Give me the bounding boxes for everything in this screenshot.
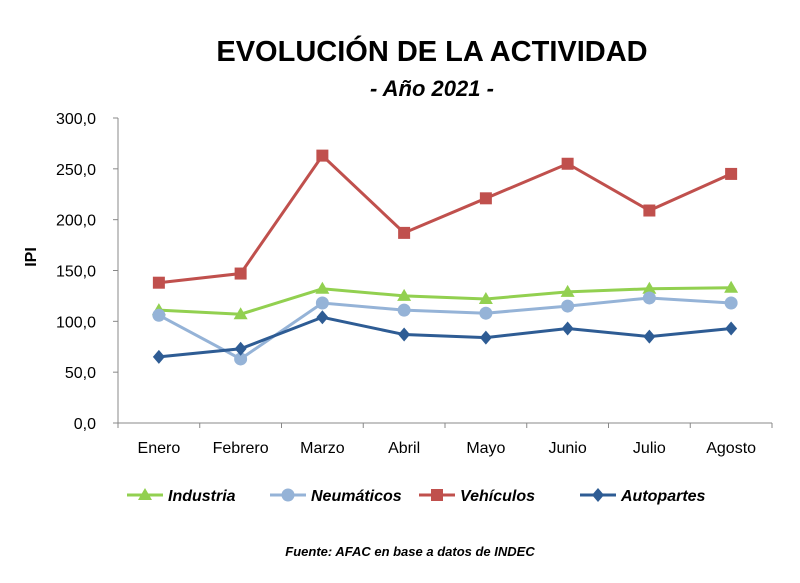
series-line-industria <box>158 286 732 316</box>
legend-item-autopartes: Autopartes <box>580 488 706 505</box>
y-tick-label: 150,0 <box>56 264 96 281</box>
data-point-vehiculos <box>316 149 329 162</box>
data-point-neumaticos <box>152 308 166 322</box>
data-point-autopartes <box>725 321 738 336</box>
data-point-industria <box>397 288 412 301</box>
data-point-vehiculos <box>479 192 492 205</box>
x-tick-label: Marzo <box>300 440 345 457</box>
data-point-neumaticos <box>561 299 575 313</box>
y-axis-label: IPI <box>23 247 40 267</box>
data-point-vehiculos <box>643 204 656 217</box>
source-note: Fuente: AFAC en base a datos de INDEC <box>285 544 535 559</box>
series-vehiculos <box>152 149 738 289</box>
series-autopartes <box>152 310 738 364</box>
x-tick-label: Junio <box>549 440 587 457</box>
y-tick-label: 100,0 <box>56 314 96 331</box>
y-tick-label: 300,0 <box>56 111 96 128</box>
data-point-neumaticos <box>642 291 656 305</box>
x-tick-label: Febrero <box>213 440 269 457</box>
series-neumaticos <box>152 291 738 366</box>
legend-label: Autopartes <box>620 488 706 505</box>
data-point-autopartes <box>152 349 165 364</box>
data-point-autopartes <box>398 327 411 342</box>
legend-marker <box>592 488 604 502</box>
data-point-industria <box>233 307 248 320</box>
legend-item-vehiculos: Vehículos <box>419 488 535 505</box>
chart-subtitle: - Año 2021 - <box>370 76 494 101</box>
series-line-autopartes <box>158 315 732 359</box>
legend-label: Industria <box>168 488 236 505</box>
y-tick-label: 50,0 <box>65 365 96 382</box>
data-point-autopartes <box>316 310 329 325</box>
legend-item-neumaticos: Neumáticos <box>270 488 402 505</box>
chart-title: EVOLUCIÓN DE LA ACTIVIDAD <box>216 34 647 68</box>
data-point-neumaticos <box>315 296 329 310</box>
data-point-industria <box>724 280 739 293</box>
series-line-vehiculos <box>158 153 732 285</box>
y-tick-label: 200,0 <box>56 213 96 230</box>
data-point-neumaticos <box>724 296 738 310</box>
data-point-industria <box>642 281 657 294</box>
series-industria <box>151 280 739 320</box>
x-tick-label: Julio <box>633 440 666 457</box>
data-point-autopartes <box>479 330 492 345</box>
x-tick-label: Agosto <box>706 440 756 457</box>
data-point-autopartes <box>234 341 247 356</box>
legend-marker <box>431 489 443 501</box>
series-line-neumaticos <box>158 296 732 361</box>
y-tick-label: 0,0 <box>74 416 96 433</box>
data-point-vehiculos <box>398 226 411 239</box>
data-point-neumaticos <box>479 306 493 320</box>
data-point-autopartes <box>561 321 574 336</box>
x-tick-label: Mayo <box>466 440 505 457</box>
data-point-industria <box>560 284 575 297</box>
data-point-vehiculos <box>234 267 247 280</box>
data-point-autopartes <box>643 329 656 344</box>
data-point-vehiculos <box>561 157 574 170</box>
data-point-industria <box>315 281 330 294</box>
data-point-vehiculos <box>152 276 165 289</box>
data-point-vehiculos <box>725 167 738 180</box>
y-tick-label: 250,0 <box>56 162 96 179</box>
legend-marker <box>281 488 295 502</box>
data-point-neumaticos <box>397 303 411 317</box>
x-tick-label: Enero <box>138 440 181 457</box>
legend-item-industria: Industria <box>127 488 236 505</box>
x-tick-label: Abril <box>388 440 420 457</box>
data-point-industria <box>478 291 493 304</box>
data-point-neumaticos <box>234 352 248 366</box>
legend-marker <box>138 488 152 500</box>
legend-label: Neumáticos <box>311 488 402 505</box>
legend-label: Vehículos <box>460 488 535 505</box>
